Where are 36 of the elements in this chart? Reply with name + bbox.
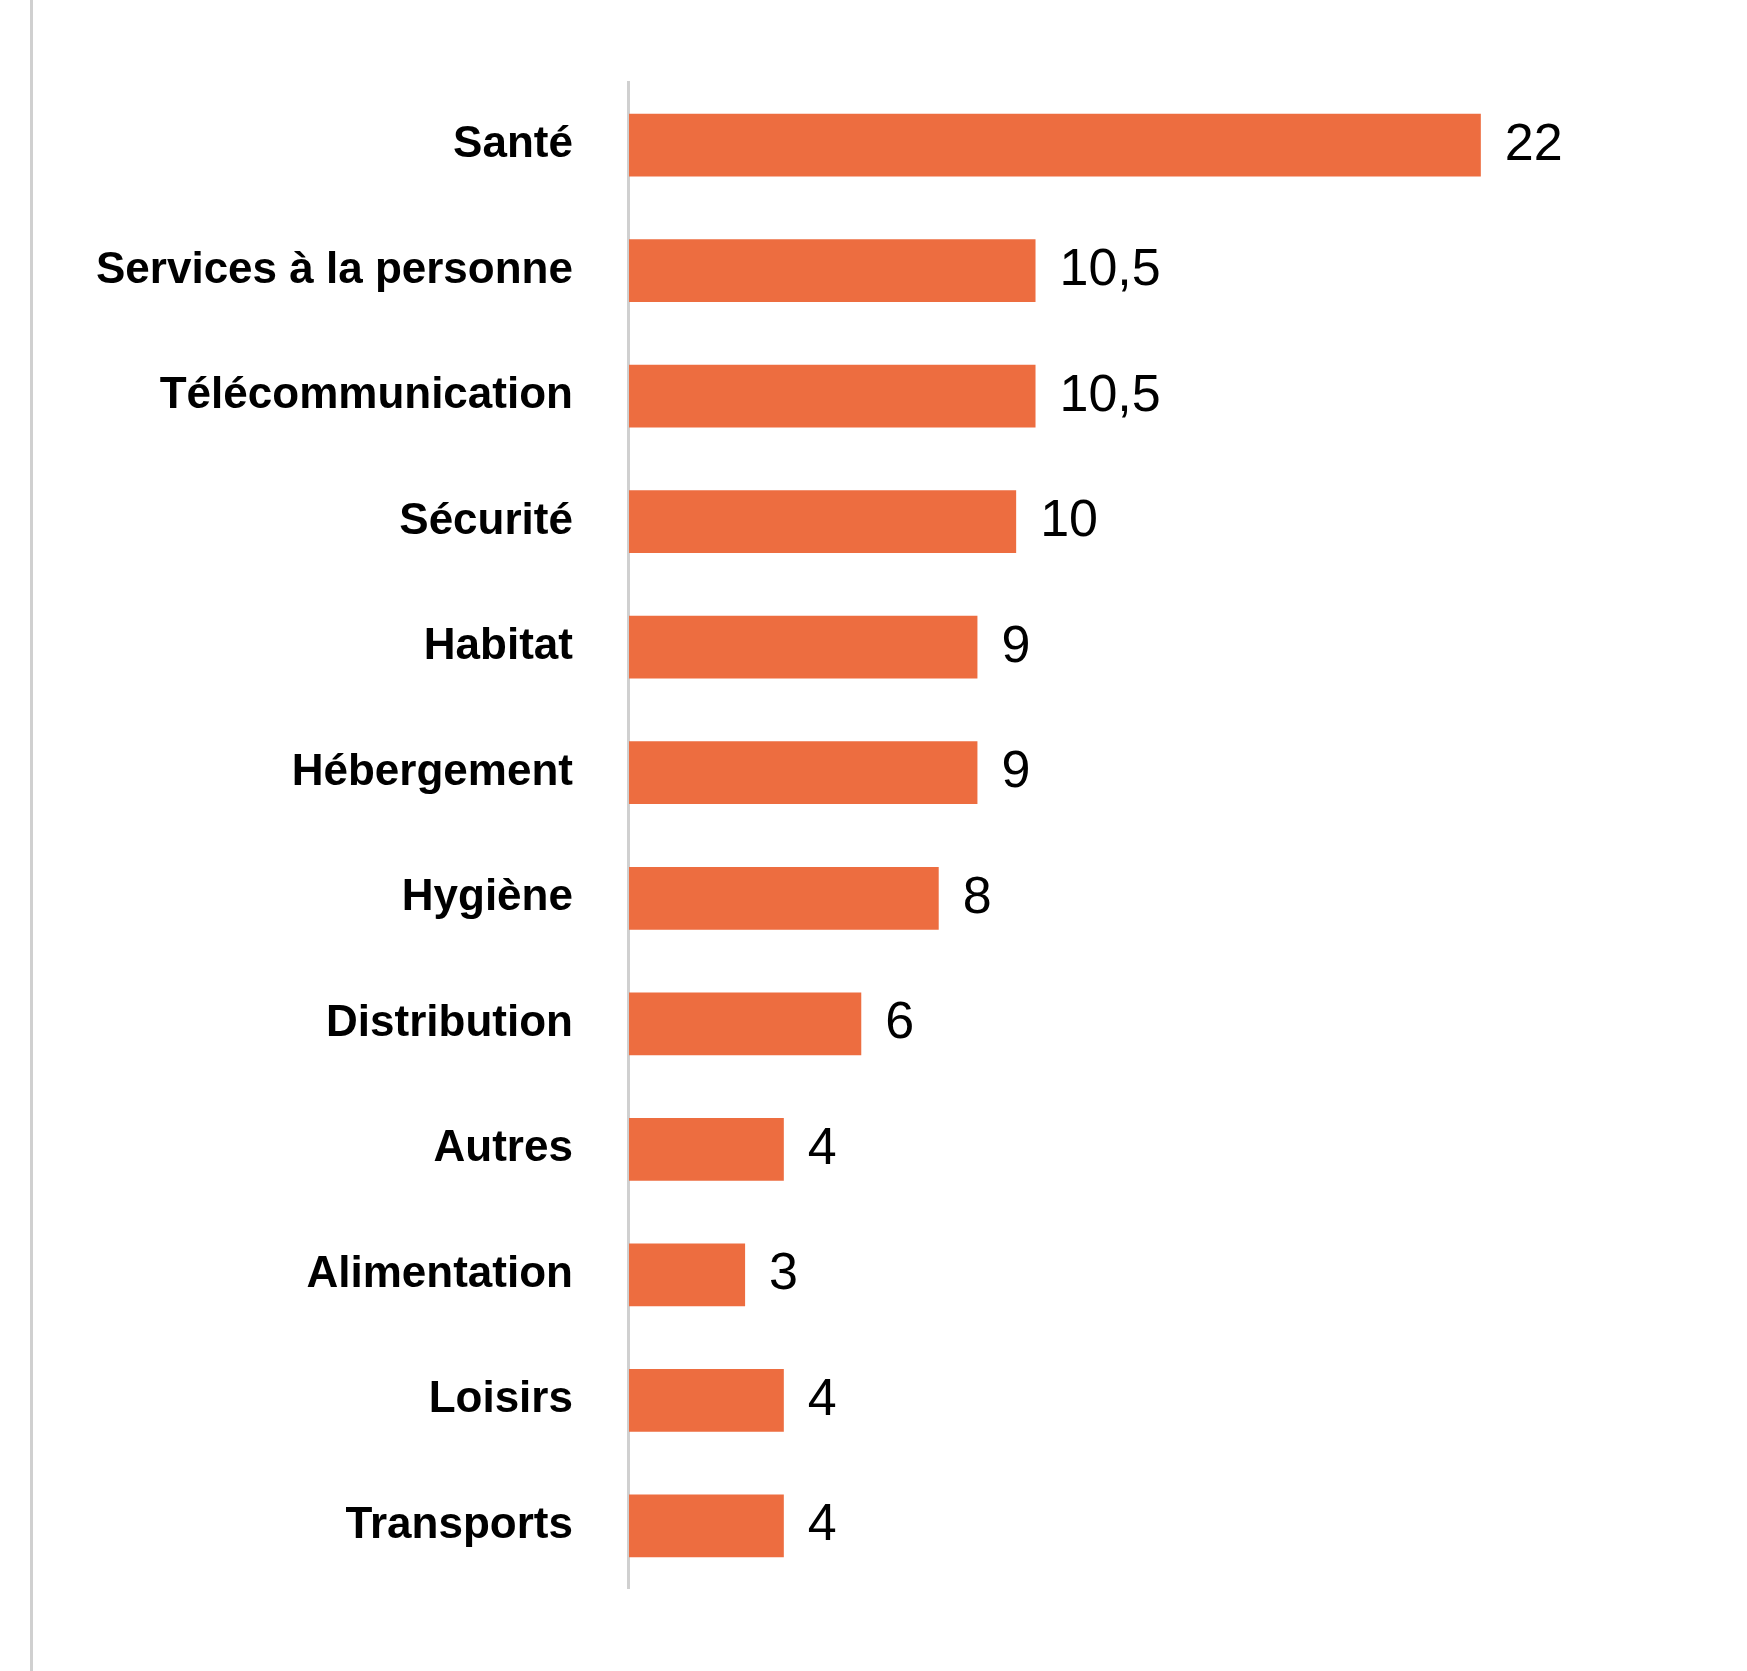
data-label: 10,5 xyxy=(1059,238,1161,297)
y-tick-label: Distribution xyxy=(326,995,573,1045)
bar xyxy=(628,992,862,1056)
y-tick-label: Autres xyxy=(433,1121,573,1171)
data-label: 9 xyxy=(1001,740,1031,799)
y-tick-label: Habitat xyxy=(423,619,574,669)
data-label: 9 xyxy=(1001,614,1031,673)
y-tick-label: Télécommunication xyxy=(159,368,573,418)
y-tick-label: Alimentation xyxy=(306,1246,573,1296)
bar xyxy=(628,239,1036,303)
y-tick-label: Services à la personne xyxy=(95,242,573,292)
data-label: 6 xyxy=(885,991,915,1050)
y-tick-label: Hébergement xyxy=(291,744,574,794)
y-tick-label: Santé xyxy=(453,117,573,167)
bar xyxy=(628,113,1481,177)
y-tick-label: Hygiène xyxy=(401,870,573,920)
y-tick-label: Transports xyxy=(345,1497,573,1547)
data-label: 8 xyxy=(962,865,992,924)
data-label: 10,5 xyxy=(1059,363,1161,422)
data-label: 22 xyxy=(1504,112,1563,171)
data-label: 3 xyxy=(769,1242,799,1301)
bar xyxy=(628,490,1017,554)
bar xyxy=(628,615,978,679)
data-label: 10 xyxy=(1040,489,1098,548)
bar xyxy=(628,741,978,805)
bar xyxy=(628,364,1036,428)
bar xyxy=(628,1494,784,1558)
data-label: 4 xyxy=(807,1493,837,1552)
y-tick-label: Loisirs xyxy=(428,1372,573,1422)
bar xyxy=(628,866,939,930)
data-label: 4 xyxy=(807,1116,837,1175)
y-tick-label: Sécurité xyxy=(399,493,573,543)
bar xyxy=(628,1368,784,1432)
bar xyxy=(628,1243,746,1307)
bar xyxy=(628,1117,784,1181)
data-label: 4 xyxy=(807,1367,837,1426)
